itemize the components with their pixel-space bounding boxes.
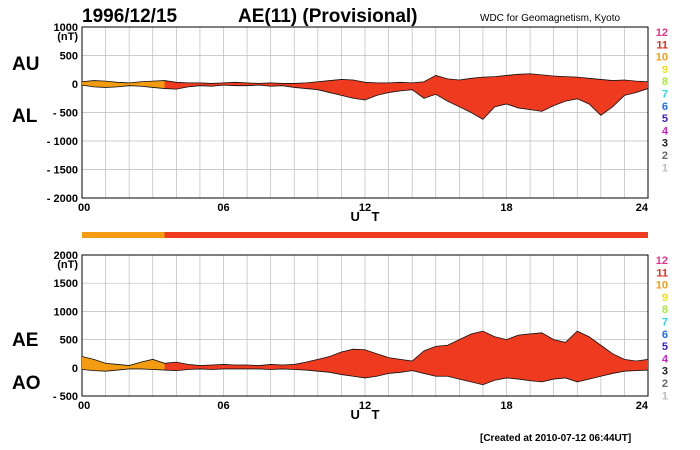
- station-level-5: 5: [662, 113, 668, 125]
- station-level-8: 8: [662, 76, 668, 88]
- status-bar-early: [82, 232, 165, 238]
- station-level-5: 5: [662, 341, 668, 353]
- y-tick-label: - 2000: [47, 193, 78, 205]
- station-level-7: 7: [662, 317, 668, 329]
- y-tick-label: - 1500: [47, 165, 78, 177]
- y-tick-label: - 1000: [47, 136, 78, 148]
- station-level-1: 1: [662, 390, 668, 402]
- station-level-1: 1: [662, 162, 668, 174]
- side-label-upper: AE: [12, 330, 38, 351]
- station-level-10: 10: [656, 280, 668, 292]
- series-area-main: [164, 73, 648, 120]
- status-bar-main: [164, 232, 648, 238]
- y-tick-label: - 500: [53, 391, 78, 403]
- side-label-upper: AU: [12, 54, 39, 75]
- station-level-8: 8: [662, 304, 668, 316]
- series-area-early: [82, 356, 165, 372]
- station-level-12: 12: [656, 255, 668, 267]
- x-tick-label: 24: [636, 202, 649, 214]
- series-line-ao: [81, 368, 649, 386]
- y-tick-label: 500: [60, 335, 78, 347]
- series-line-ae: [81, 330, 649, 366]
- station-level-3: 3: [662, 138, 668, 150]
- source-label: WDC for Geomagnetism, Kyoto: [480, 13, 620, 24]
- series-area-main: [164, 331, 648, 385]
- station-level-10: 10: [656, 52, 668, 64]
- plot-frame: [81, 26, 649, 199]
- station-level-6: 6: [662, 329, 668, 341]
- station-level-9: 9: [662, 64, 668, 76]
- y-tick-label: 0: [72, 79, 78, 91]
- x-tick-label: 18: [500, 202, 512, 214]
- x-tick-label: 12: [359, 400, 371, 412]
- station-level-2: 2: [662, 150, 668, 162]
- x-axis-label: U T: [351, 407, 384, 422]
- x-tick-label: 18: [500, 400, 512, 412]
- created-timestamp: [Created at 2010-07-12 06:44UT]: [480, 433, 631, 444]
- y-tick-label: 1500: [54, 278, 78, 290]
- y-tick-label: - 500: [53, 108, 78, 120]
- x-tick-label: 06: [217, 202, 229, 214]
- plot-frame: [81, 254, 649, 397]
- y-tick-label: 500: [60, 51, 78, 63]
- station-level-6: 6: [662, 101, 668, 113]
- series-area-early: [82, 80, 165, 89]
- y-tick-label: 0: [72, 363, 78, 375]
- y-unit-label: (nT): [57, 259, 78, 271]
- y-tick-label: 2000: [54, 250, 78, 262]
- y-tick-label: 1000: [54, 306, 78, 318]
- chart-title: AE(11) (Provisional): [238, 6, 418, 27]
- au-al-panel: 1000 500 0 - 500 - 1000 - 1500 - 2000 (nT) 00 06 1…: [12, 22, 669, 224]
- station-level-2: 2: [662, 378, 668, 390]
- series-line-au: [81, 73, 649, 84]
- y-unit-label: (nT): [57, 31, 78, 43]
- chart-date: 1996/12/15: [82, 6, 178, 27]
- side-label-lower: AO: [12, 373, 41, 394]
- series-line-al: [81, 84, 649, 120]
- station-level-11: 11: [656, 39, 668, 51]
- station-level-4: 4: [662, 353, 669, 365]
- data-status-bar: [82, 232, 648, 238]
- station-level-7: 7: [662, 89, 668, 101]
- x-tick-label: 06: [217, 400, 229, 412]
- station-level-12: 12: [656, 27, 668, 39]
- x-axis-label: U T: [351, 209, 384, 224]
- station-level-11: 11: [656, 267, 668, 279]
- station-level-3: 3: [662, 366, 668, 378]
- x-tick-label: 00: [78, 400, 90, 412]
- station-level-9: 9: [662, 292, 668, 304]
- x-tick-label: 00: [78, 202, 90, 214]
- station-level-4: 4: [662, 125, 669, 137]
- y-tick-label: 1000: [54, 22, 78, 34]
- x-tick-label: 12: [359, 202, 371, 214]
- side-label-lower: AL: [12, 106, 38, 127]
- x-tick-label: 24: [636, 400, 649, 412]
